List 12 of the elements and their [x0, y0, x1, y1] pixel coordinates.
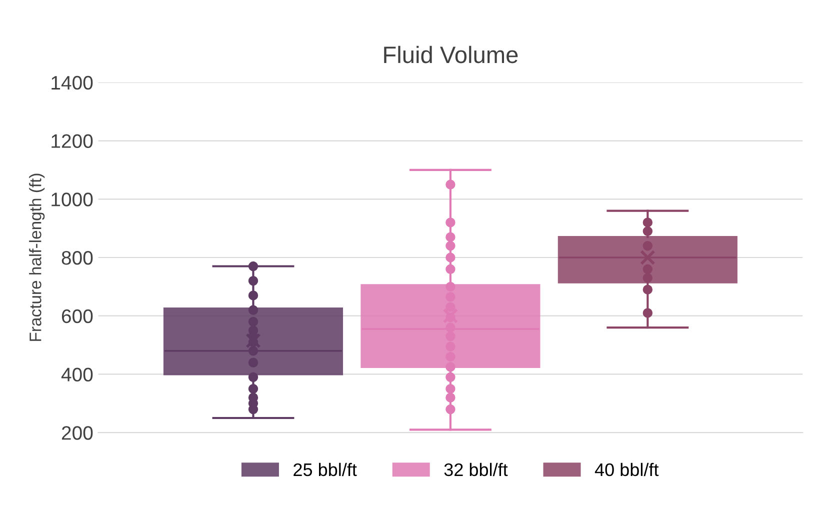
chart-title: Fluid Volume [384, 46, 518, 64]
y-tick-label: 1400 [52, 76, 93, 90]
legend-label: 32 bbl/ft [444, 462, 508, 476]
legend-label: 25 bbl/ft [294, 462, 357, 476]
y-tick-label: 1200 [52, 134, 93, 148]
y-tick-label: 600 [62, 309, 93, 324]
legend-label: 40 bbl/ft [594, 462, 659, 476]
y-tick-label: 200 [62, 426, 93, 440]
y-tick-label: 1000 [52, 192, 93, 206]
y-axis-title: Fracture half-length (ft) [29, 174, 45, 341]
y-tick-label: 400 [61, 368, 93, 382]
y-tick-label: 800 [62, 250, 93, 265]
